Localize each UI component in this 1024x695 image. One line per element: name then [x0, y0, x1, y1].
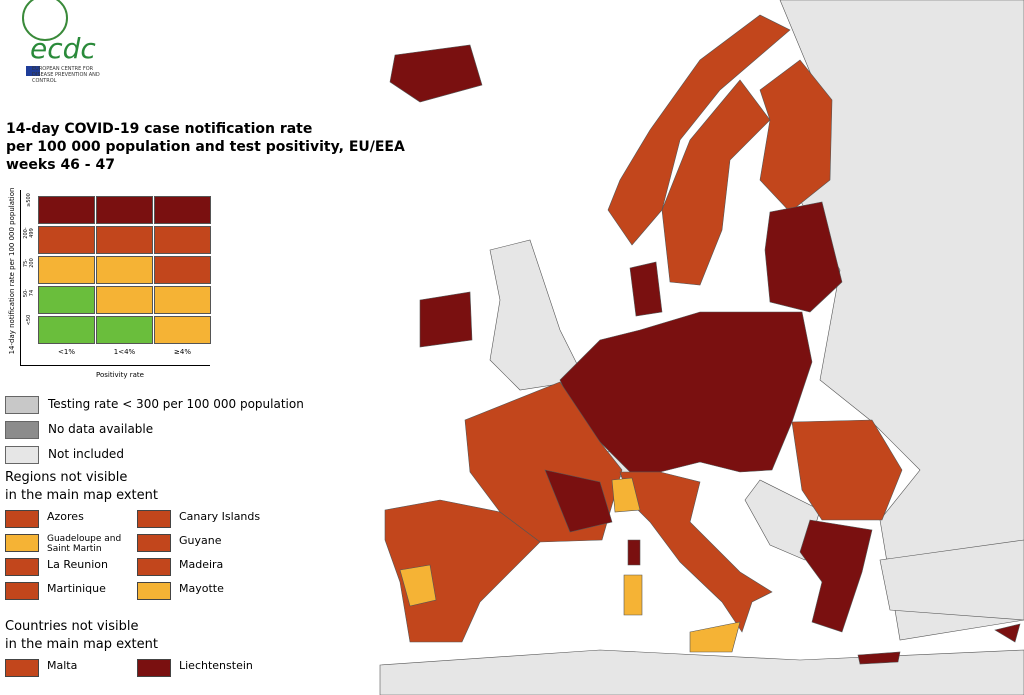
legend-label: No data available [48, 422, 154, 436]
x-axis-label: Positivity rate [96, 371, 144, 379]
item-label: Malta [47, 659, 78, 672]
item-swatch [137, 510, 171, 528]
legend-swatch [5, 446, 39, 464]
logo: ecdc [22, 0, 96, 76]
row-label: 75-200 [23, 258, 35, 268]
title-line: per 100 000 population and test positivi… [6, 139, 405, 155]
legend-swatch [5, 421, 39, 439]
item-label: Guyane [179, 534, 222, 547]
item-swatch [5, 558, 39, 576]
legend-label: Not included [48, 447, 124, 461]
section-title: Regions not visible [5, 470, 128, 485]
matrix-cell [96, 196, 153, 224]
item-label: Azores [47, 510, 84, 523]
column-label: 1<4% [113, 348, 136, 356]
row-label: 50-74 [23, 288, 35, 298]
title: 14-day COVID-19 case notification rate p… [6, 120, 405, 174]
matrix-cell [154, 256, 211, 284]
matrix-cell [38, 316, 95, 344]
item-swatch [137, 558, 171, 576]
legend-label: Testing rate < 300 per 100 000 populatio… [48, 397, 304, 411]
matrix-cell [38, 226, 95, 254]
row-label: 200-499 [23, 227, 35, 239]
matrix-cell [38, 196, 95, 224]
matrix: 14-day notification rate per 100 000 pop… [0, 185, 220, 385]
item-label: Madeira [179, 558, 224, 571]
item-label: Liechtenstein [179, 659, 253, 672]
legend-swatch [5, 396, 39, 414]
title-line: 14-day COVID-19 case notification rate [6, 121, 313, 137]
item-label: Martinique [47, 582, 106, 595]
row-label: ≥500 [26, 193, 32, 207]
item-swatch [5, 510, 39, 528]
logo-subtitle: EUROPEAN CENTRE FOR DISEASE PREVENTION A… [32, 66, 100, 84]
matrix-cell [38, 286, 95, 314]
item-swatch [5, 659, 39, 677]
legend: Testing rate < 300 per 100 000 populatio… [0, 390, 370, 695]
matrix-cell [154, 226, 211, 254]
row-label: <50 [26, 314, 32, 326]
matrix-cell [96, 286, 153, 314]
logo-text: ecdc [30, 32, 96, 65]
matrix-cell [96, 226, 153, 254]
item-label: La Reunion [47, 558, 108, 571]
section-title: in the main map extent [5, 488, 158, 503]
matrix-cell [96, 256, 153, 284]
section-title: Countries not visible [5, 619, 139, 634]
matrix-cell [38, 256, 95, 284]
y-axis [20, 190, 21, 365]
matrix-cell [154, 286, 211, 314]
item-swatch [137, 534, 171, 552]
item-swatch [137, 659, 171, 677]
column-label: ≥4% [174, 348, 191, 356]
item-swatch [5, 534, 39, 552]
item-swatch [5, 582, 39, 600]
matrix-cell [154, 196, 211, 224]
item-label: Guadeloupe and Saint Martin [47, 534, 122, 554]
column-label: <1% [58, 348, 75, 356]
item-label: Mayotte [179, 582, 224, 595]
matrix-cell [154, 316, 211, 344]
item-swatch [137, 582, 171, 600]
x-axis [20, 365, 210, 366]
title-line: weeks 46 - 47 [6, 157, 115, 173]
item-label: Canary Islands [179, 510, 261, 523]
y-axis-label: 14-day notification rate per 100 000 pop… [8, 187, 16, 355]
matrix-cell [96, 316, 153, 344]
section-title: in the main map extent [5, 637, 158, 652]
